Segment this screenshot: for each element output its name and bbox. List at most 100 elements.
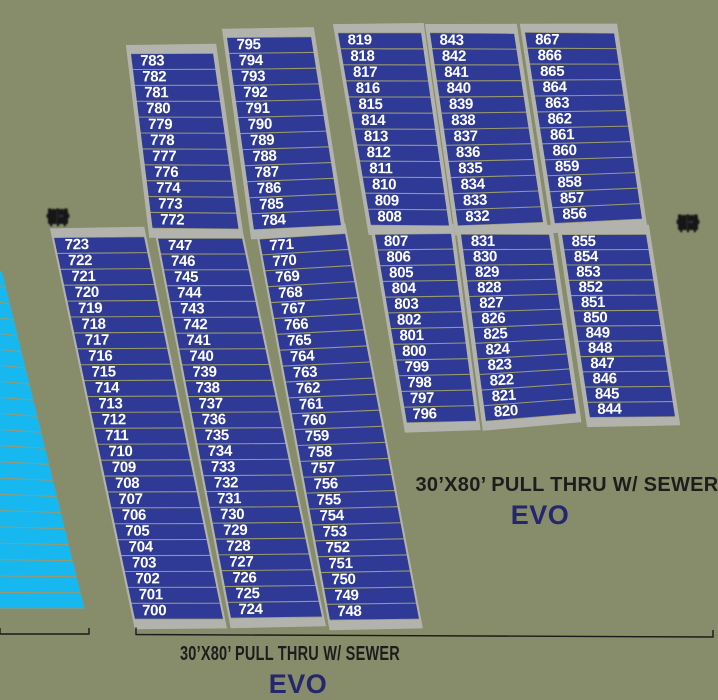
svg-text:727: 727: [229, 553, 253, 570]
svg-text:742: 742: [183, 316, 207, 333]
svg-text:794: 794: [239, 52, 264, 69]
svg-text:724: 724: [238, 601, 263, 618]
svg-text:723: 723: [65, 236, 89, 253]
svg-text:734: 734: [208, 443, 233, 460]
svg-text:EVO: EVO: [511, 500, 570, 530]
svg-text:807: 807: [384, 233, 408, 250]
svg-text:866: 866: [538, 47, 562, 64]
svg-text:810: 810: [372, 176, 396, 193]
svg-text:752: 752: [325, 539, 350, 557]
svg-text:737: 737: [199, 395, 223, 412]
svg-text:843: 843: [439, 32, 463, 49]
svg-text:739: 739: [192, 364, 216, 381]
svg-text:838: 838: [451, 112, 475, 129]
svg-text:709: 709: [112, 459, 136, 476]
svg-text:781: 781: [144, 84, 168, 101]
svg-text:714: 714: [95, 379, 120, 396]
svg-text:805: 805: [389, 264, 413, 281]
svg-text:816: 816: [356, 80, 380, 97]
svg-text:844: 844: [597, 401, 622, 418]
svg-text:806: 806: [386, 248, 410, 265]
svg-text:744: 744: [177, 285, 202, 302]
svg-text:755: 755: [316, 491, 341, 509]
svg-text:863: 863: [545, 95, 569, 112]
svg-text:738: 738: [196, 379, 220, 396]
svg-text:780: 780: [146, 100, 170, 117]
svg-text:749: 749: [334, 587, 358, 604]
svg-text:711: 711: [105, 427, 128, 444]
svg-text:834: 834: [460, 176, 486, 194]
svg-text:804: 804: [392, 280, 417, 297]
svg-text:701: 701: [139, 586, 163, 603]
svg-text:754: 754: [319, 507, 345, 525]
svg-text:820: 820: [493, 402, 518, 421]
svg-text:756: 756: [314, 475, 339, 493]
svg-text:715: 715: [92, 363, 116, 380]
svg-text:835: 835: [458, 160, 483, 178]
svg-text:784: 784: [261, 211, 287, 229]
svg-text:833: 833: [463, 192, 488, 210]
svg-text:704: 704: [129, 539, 154, 556]
svg-text:792: 792: [243, 84, 267, 101]
svg-text:716: 716: [88, 348, 112, 365]
svg-text:865: 865: [540, 63, 564, 80]
svg-text:740: 740: [189, 348, 213, 365]
svg-text:730: 730: [220, 506, 244, 523]
svg-text:793: 793: [241, 68, 265, 85]
svg-text:818: 818: [350, 48, 374, 65]
svg-text:811: 811: [369, 160, 392, 177]
svg-text:782: 782: [142, 68, 166, 85]
svg-text:736: 736: [202, 411, 226, 428]
svg-text:725: 725: [235, 585, 259, 602]
svg-text:867: 867: [535, 31, 559, 48]
svg-text:753: 753: [322, 523, 347, 541]
svg-text:788: 788: [252, 148, 277, 166]
svg-text:728: 728: [226, 538, 250, 555]
svg-text:729: 729: [223, 522, 247, 539]
svg-text:814: 814: [361, 112, 386, 129]
svg-text:708: 708: [115, 475, 139, 492]
svg-text:726: 726: [232, 569, 256, 586]
svg-text:772: 772: [160, 211, 184, 228]
svg-text:757: 757: [311, 459, 336, 477]
svg-text:790: 790: [248, 116, 273, 134]
svg-text:733: 733: [211, 459, 235, 476]
svg-text:802: 802: [397, 311, 421, 328]
svg-text:864: 864: [543, 79, 568, 96]
svg-text:836: 836: [456, 144, 480, 161]
svg-text:30’X80’ PULL THRU W/ SEWER: 30’X80’ PULL THRU W/ SEWER: [180, 643, 400, 665]
svg-text:745: 745: [174, 269, 198, 286]
svg-text:EVO: EVO: [269, 669, 328, 699]
svg-text:776: 776: [154, 164, 178, 181]
svg-text:778: 778: [150, 132, 174, 149]
svg-text:832: 832: [465, 208, 490, 226]
svg-text:30’X80’ PULL THRU W/ SEWER: 30’X80’ PULL THRU W/ SEWER: [415, 474, 718, 496]
svg-text:741: 741: [186, 332, 210, 349]
svg-text:803: 803: [394, 296, 418, 313]
svg-text:839: 839: [449, 96, 473, 113]
svg-text:795: 795: [236, 36, 260, 53]
svg-text:700: 700: [142, 602, 166, 619]
svg-text:783: 783: [140, 52, 164, 69]
svg-text:747: 747: [168, 237, 192, 254]
svg-text:722: 722: [68, 252, 92, 269]
svg-text:812: 812: [367, 144, 391, 161]
svg-text:801: 801: [399, 327, 423, 344]
svg-text:774: 774: [156, 180, 181, 197]
svg-text:856: 856: [562, 205, 587, 223]
svg-text:861: 861: [550, 126, 574, 143]
svg-text:819: 819: [348, 32, 372, 49]
svg-text:705: 705: [125, 523, 149, 540]
svg-text:732: 732: [214, 474, 238, 491]
svg-text:706: 706: [122, 507, 146, 524]
svg-text:731: 731: [217, 490, 241, 507]
svg-text:779: 779: [148, 116, 172, 133]
svg-text:707: 707: [119, 491, 143, 508]
svg-text:746: 746: [171, 253, 195, 270]
svg-text:815: 815: [358, 96, 382, 113]
svg-text:713: 713: [98, 395, 122, 412]
svg-text:808: 808: [377, 208, 401, 225]
svg-text:719: 719: [78, 300, 102, 317]
svg-text:702: 702: [135, 570, 159, 587]
svg-text:842: 842: [442, 48, 466, 65]
